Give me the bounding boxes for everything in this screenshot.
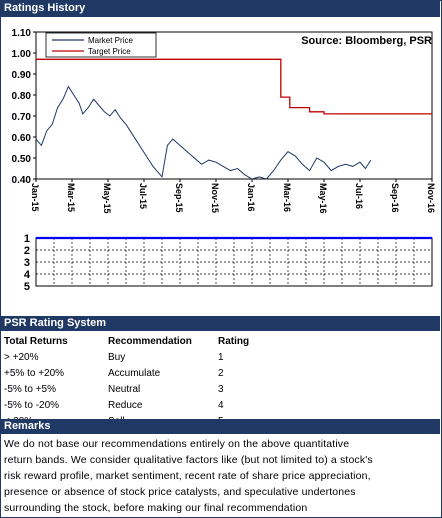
header-recommendation: Recommendation [108, 335, 192, 347]
rating-system-table: Total Returns Recommendation Rating > +2… [4, 333, 298, 429]
x-tick-label: Mar-15 [66, 183, 76, 212]
y-tick-label: 1.10 [12, 28, 32, 39]
x-tick-label: Jan-15 [30, 183, 40, 212]
target-price-line [36, 58, 432, 115]
total-returns-cell: > +20% [4, 351, 39, 363]
rating-tick-label: 4 [24, 269, 31, 281]
x-tick-label: Nov-16 [426, 183, 436, 213]
x-tick-label: Jul-15 [138, 183, 148, 209]
table-row: -5% to +5% Neutral 3 [4, 381, 298, 397]
remarks-header: Remarks [0, 419, 440, 434]
header-total-returns: Total Returns [4, 335, 68, 347]
recommendation-cell: Buy [108, 351, 126, 363]
recommendation-cell: Reduce [108, 399, 143, 411]
legend-box [45, 32, 157, 58]
y-tick-label: 0.70 [12, 112, 32, 123]
rating-cell: 3 [218, 383, 224, 395]
price-series [35, 58, 432, 180]
y-tick-label: 0.90 [12, 70, 32, 81]
y-tick-label: 0.50 [12, 154, 32, 165]
x-tick-label: Jan-16 [246, 183, 256, 212]
table-row: -5% to -20% Reduce 4 [4, 397, 298, 413]
rating-tick-label: 3 [24, 257, 30, 269]
rating-cell: 1 [218, 351, 224, 363]
rating-grid [35, 237, 433, 287]
x-tick-label: May-15 [102, 183, 112, 214]
recommendation-cell: Neutral [108, 383, 141, 395]
total-returns-cell: -5% to +5% [4, 383, 56, 395]
rating-cell: 2 [218, 367, 224, 379]
remarks-line: presence or absence of stock price catal… [4, 486, 356, 498]
rating-cell: 4 [218, 399, 224, 411]
header-rating: Rating [218, 335, 250, 347]
price-chart: 1.10 1.00 0.90 0.80 0.70 0.60 0.50 0.40 Jan-15 M… [12, 28, 436, 214]
price-y-tick-labels: 1.10 1.00 0.90 0.80 0.70 0.60 0.50 0.40 [12, 28, 32, 186]
x-tick-label: Jul-16 [354, 183, 364, 209]
x-tick-label: Sep-16 [390, 183, 400, 213]
x-tick-label: Nov-15 [210, 183, 220, 213]
market-price-line [35, 85, 372, 180]
remarks-line: We do not base our recommendations entir… [4, 438, 350, 450]
x-tick-label: Sep-15 [174, 183, 184, 213]
legend-entry: Target Price [88, 47, 131, 56]
price-legend: Market Price Target Price [45, 32, 157, 58]
table-row: > +20% Buy 1 [4, 349, 298, 365]
x-tick-label: Mar-16 [282, 183, 292, 212]
rating-tick-label: 2 [24, 245, 30, 257]
y-tick-label: 0.80 [12, 91, 32, 102]
ratings-history-header: Ratings History [0, 0, 440, 17]
psr-rating-system-header: PSR Rating System [0, 316, 440, 331]
price-x-tick-labels: Jan-15 Mar-15 May-15 Jul-15 Sep-15 Nov-15 Jan-… [30, 183, 436, 214]
x-tick-label: May-16 [318, 183, 328, 214]
remarks-text: We do not base our recommendations entir… [4, 436, 438, 516]
recommendation-cell: Accumulate [108, 367, 161, 379]
table-header-row: Total Returns Recommendation Rating [4, 333, 298, 349]
y-tick-label: 1.00 [12, 49, 32, 60]
total-returns-cell: -5% to -20% [4, 399, 60, 411]
remarks-line: return bands. We consider qualitative fa… [4, 454, 373, 466]
source-label: Source: Bloomberg, PSR [301, 35, 432, 47]
remarks-line: surrounding the stock, before making our… [4, 502, 308, 514]
remarks-line: risk reward profile, market sentiment, r… [4, 470, 371, 482]
rating-tick-label: 5 [24, 281, 30, 292]
total-returns-cell: +5% to +20% [4, 367, 65, 379]
y-tick-label: 0.40 [12, 175, 32, 186]
legend-entry: Market Price [88, 36, 133, 45]
table-row: +5% to +20% Accumulate 2 [4, 365, 298, 381]
y-tick-label: 0.60 [12, 133, 32, 144]
rating-tick-label: 1 [24, 233, 30, 245]
